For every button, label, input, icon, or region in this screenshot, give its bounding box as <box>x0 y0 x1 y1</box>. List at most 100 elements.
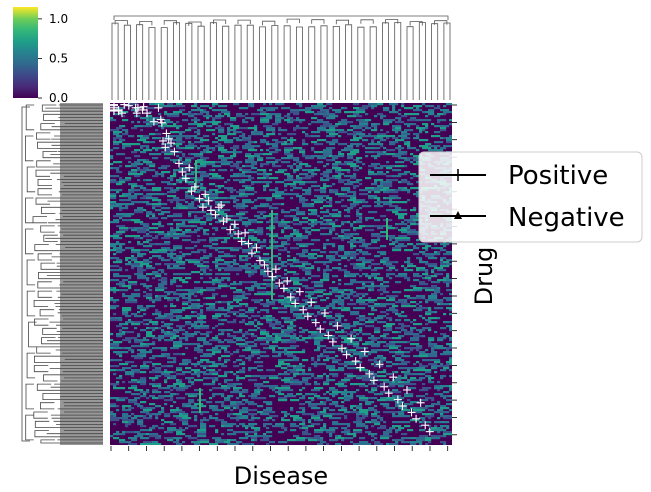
heatmap-cell <box>437 317 441 320</box>
heatmap-cell <box>149 119 153 122</box>
heatmap-cell <box>302 181 306 184</box>
heatmap-cell <box>353 421 363 424</box>
heatmap-cell <box>182 405 186 408</box>
heatmap-cell <box>275 159 282 162</box>
heatmap-cell <box>425 245 432 248</box>
heatmap-cell <box>425 275 432 278</box>
heatmap-cell <box>122 307 132 310</box>
heatmap-cell <box>323 321 327 324</box>
heatmap-cell <box>293 417 303 420</box>
plus-marker-icon <box>380 382 389 391</box>
heatmap-cell <box>263 187 267 190</box>
heatmap-cell <box>356 377 363 380</box>
heatmap-cell <box>218 129 225 132</box>
heatmap-cell <box>359 357 363 360</box>
heatmap-cell <box>173 105 177 108</box>
heatmap-cell <box>161 419 165 422</box>
heatmap-cell <box>287 317 291 320</box>
heatmap-cell <box>383 285 390 288</box>
heatmap-cell <box>368 265 372 268</box>
heatmap-cell <box>311 281 315 284</box>
heatmap-cell <box>143 313 147 316</box>
heatmap-cell <box>113 143 120 146</box>
heatmap-cell <box>224 269 234 272</box>
heatmap-cell <box>173 161 177 164</box>
heatmap-cell <box>311 185 321 188</box>
heatmap-cell <box>299 389 303 392</box>
heatmap-cell <box>353 267 363 270</box>
heatmap-cell <box>269 441 276 444</box>
heatmap-cell <box>419 131 423 134</box>
heatmap-cell <box>395 131 399 134</box>
heatmap-cell <box>164 339 174 342</box>
heatmap-cell <box>449 119 452 122</box>
heatmap-cell <box>293 325 297 328</box>
heatmap-cell <box>317 443 324 445</box>
heatmap-cell <box>413 369 423 372</box>
heatmap-cell <box>344 319 348 322</box>
heatmap-cell <box>356 265 360 268</box>
heatmap-cell <box>119 363 129 366</box>
heatmap-cell <box>164 187 174 190</box>
heatmap-cell <box>221 347 228 350</box>
heatmap-cell <box>287 139 297 142</box>
plus-marker-icon <box>139 103 148 111</box>
heatmap-cell <box>368 391 375 394</box>
heatmap-cell <box>368 409 378 412</box>
heatmap-cell <box>377 173 387 176</box>
heatmap-cell <box>260 133 264 136</box>
heatmap-cell <box>401 377 408 380</box>
heatmap-cell <box>182 239 189 242</box>
heatmap-cell <box>446 263 450 266</box>
heatmap-cell <box>449 279 452 282</box>
heatmap-cell <box>386 309 390 312</box>
heatmap-cell <box>329 433 333 436</box>
heatmap-cell <box>233 365 240 368</box>
heatmap-cell <box>182 317 189 320</box>
heatmap-cell <box>398 151 408 154</box>
heatmap-cell <box>362 377 372 380</box>
heatmap-cell <box>119 177 123 180</box>
heatmap-cell <box>380 287 387 290</box>
heatmap-cell <box>224 113 231 116</box>
heatmap-cell <box>332 275 339 278</box>
heatmap-cell <box>281 193 291 196</box>
heatmap-cell <box>152 301 156 304</box>
heatmap-cell <box>344 377 354 380</box>
heatmap-cell <box>398 145 402 148</box>
heatmap-cell <box>353 229 357 232</box>
heatmap-cell <box>257 365 264 368</box>
heatmap-cell <box>410 441 414 444</box>
heatmap-cell <box>194 395 198 398</box>
heatmap-cell <box>293 147 303 150</box>
heatmap-cell <box>308 219 318 222</box>
heatmap-cell <box>449 385 452 388</box>
heatmap-cell <box>374 317 384 320</box>
heatmap-cell <box>440 333 447 336</box>
heatmap-cell <box>128 283 138 286</box>
heatmap-cell <box>113 113 120 116</box>
heatmap-cell <box>395 121 405 124</box>
heatmap-cell <box>131 355 141 358</box>
heatmap-cell <box>209 253 213 256</box>
heatmap-cell <box>314 113 321 116</box>
heatmap-cell <box>143 285 153 288</box>
heatmap-cell <box>347 275 357 278</box>
heatmap-cell <box>413 319 417 322</box>
heatmap-cell <box>440 125 450 128</box>
heatmap-cell <box>347 145 354 148</box>
heatmap-cell <box>140 355 147 358</box>
heatmap-cell <box>389 341 393 344</box>
heatmap-cell <box>278 351 288 354</box>
heatmap-cell <box>287 263 294 266</box>
heatmap-cell <box>365 341 375 344</box>
heatmap-cell <box>245 165 255 168</box>
heatmap-cell <box>224 399 231 402</box>
heatmap-cell <box>320 177 324 180</box>
heatmap-cell <box>221 319 228 322</box>
heatmap-cell <box>182 353 186 356</box>
heatmap-cell <box>110 345 120 348</box>
heatmap-cell <box>374 241 378 244</box>
heatmap-cell <box>365 389 369 392</box>
heatmap-cell <box>413 137 420 140</box>
